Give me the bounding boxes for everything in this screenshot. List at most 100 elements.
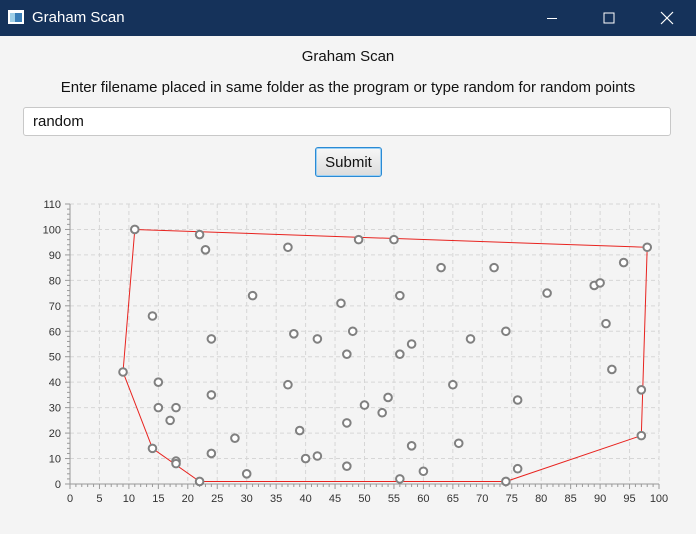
data-point [336,298,346,309]
data-point [147,443,158,454]
x-tick-label: 5 [96,493,102,505]
minimize-button[interactable] [523,0,581,36]
data-point [601,318,611,329]
chart-grid [69,203,660,485]
data-point [501,476,511,487]
data-point [171,458,181,469]
data-point [383,392,393,403]
data-point [342,461,352,471]
x-tick-label: 40 [299,493,311,505]
x-tick-label: 65 [447,493,459,505]
x-tick-label: 50 [358,493,370,505]
data-point [489,262,499,273]
x-tick-label: 10 [123,493,135,505]
y-tick-label: 70 [49,301,61,313]
data-point [642,242,653,253]
y-tick-label: 80 [49,275,61,287]
data-point [147,311,158,321]
data-point [300,453,311,464]
scatter-chart: 0 5 10 15 20 25 30 35 40 45 50 55 60 65 70 75 80 85 90 95 10… [43,199,669,505]
maximize-button[interactable] [580,0,638,36]
data-point [512,463,523,474]
data-point [171,402,181,413]
maximize-icon [603,12,615,24]
chart-axes: 0 5 10 15 20 25 30 35 40 45 50 55 60 65 70 75 80 85 90 95 10… [43,199,669,505]
data-point [165,415,175,426]
data-point [312,451,323,461]
data-point [289,329,299,339]
x-tick-label: 75 [506,493,518,505]
y-tick-label: 20 [49,428,61,440]
data-point [206,334,217,344]
data-point [453,438,464,449]
y-tick-label: 40 [49,377,61,389]
y-tick-label: 10 [49,454,61,466]
data-point [418,466,429,477]
data-point [129,224,140,235]
data-point [636,385,647,395]
data-point [512,395,523,405]
data-point [247,290,258,301]
window-title: Graham Scan [32,9,125,26]
data-point [342,418,352,428]
data-point [153,377,164,387]
y-tick-label: 100 [43,224,61,236]
data-point [206,390,217,400]
data-point [618,257,629,268]
data-point [465,334,476,344]
data-point [118,367,128,377]
data-point [389,234,399,245]
data-point [342,349,352,359]
data-point [406,339,417,349]
y-tick-label: 90 [49,250,61,262]
data-point [395,290,405,301]
data-point [194,229,205,240]
title-bar: Graham Scan [0,0,696,36]
data-point [595,278,605,288]
data-point [501,326,511,337]
y-tick-label: 110 [43,199,61,211]
x-tick-label: 25 [211,493,223,505]
x-tick-label: 80 [535,493,547,505]
x-tick-label: 55 [388,493,400,505]
close-icon [660,11,674,25]
x-tick-label: 15 [152,493,164,505]
data-point [395,349,405,359]
data-point [448,379,458,390]
data-point [542,288,552,298]
x-tick-label: 20 [182,493,194,505]
x-tick-label: 30 [241,493,253,505]
x-tick-label: 90 [594,493,606,505]
x-tick-label: 35 [270,493,282,505]
data-point [230,433,240,443]
y-tick-label: 30 [49,403,61,415]
data-point [607,364,617,375]
data-point [312,334,323,344]
y-tick-label: 50 [49,352,61,364]
data-point [194,476,205,487]
data-point [206,448,217,459]
close-button[interactable] [638,0,696,36]
data-points [118,224,653,487]
data-point [153,402,164,413]
data-point [283,242,293,253]
x-tick-label: 100 [650,493,668,505]
data-point [436,262,446,273]
java-app-icon [8,10,24,24]
data-point [636,430,647,441]
x-tick-label: 45 [329,493,341,505]
data-point [395,474,405,484]
data-point [353,234,364,245]
y-tick-label: 0 [55,479,61,491]
instruction-text: Enter filename placed in same folder as … [60,79,636,96]
data-point [200,245,211,255]
x-tick-label: 60 [417,493,429,505]
data-point [283,379,293,390]
page-title: Graham Scan [301,48,395,65]
submit-button[interactable]: Submit [315,147,382,177]
data-point [241,469,252,479]
data-point [377,407,387,418]
data-point [359,400,370,410]
filename-input[interactable] [23,107,671,136]
x-tick-label: 95 [623,493,635,505]
